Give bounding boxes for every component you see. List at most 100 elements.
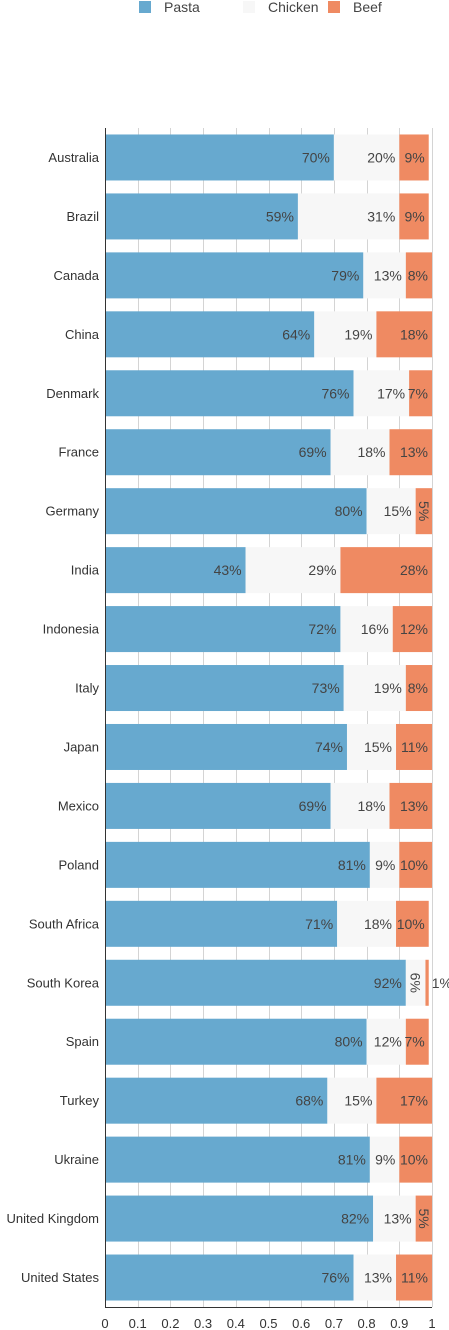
value-label: 11% <box>401 1270 428 1286</box>
bar-pasta-japan <box>105 724 347 770</box>
value-label: 5% <box>416 501 432 521</box>
bar-pasta-indonesia <box>105 606 340 652</box>
value-label: 17% <box>377 385 405 401</box>
value-label: 13% <box>384 1211 412 1227</box>
bar-pasta-poland <box>105 842 370 888</box>
category-label: Canada <box>53 268 99 283</box>
value-label: 13% <box>400 444 428 460</box>
value-label: 6% <box>408 973 424 993</box>
value-label: 28% <box>400 562 428 578</box>
bar-pasta-south-africa <box>105 901 337 947</box>
value-label: 10% <box>400 1152 428 1168</box>
bar-pasta-united-states <box>105 1255 354 1301</box>
bar-pasta-turkey <box>105 1078 327 1124</box>
value-label: 43% <box>214 562 242 578</box>
value-label: 81% <box>338 1152 366 1168</box>
value-label: 68% <box>295 1093 323 1109</box>
x-tick-label: 0.2 <box>161 1316 179 1330</box>
x-tick-label: 0.5 <box>259 1316 277 1330</box>
category-label: Ukraine <box>54 1152 99 1167</box>
value-label: 13% <box>374 267 402 283</box>
value-label: 12% <box>400 621 428 637</box>
bar-pasta-mexico <box>105 783 331 829</box>
category-label: Denmark <box>46 386 99 401</box>
gridlines <box>106 128 433 1307</box>
value-label: 70% <box>302 149 330 165</box>
category-label: France <box>59 445 99 460</box>
x-tick-label: 0.8 <box>358 1316 376 1330</box>
value-label: 9% <box>375 1152 395 1168</box>
bar-pasta-united-kingdom <box>105 1196 373 1242</box>
value-label: 10% <box>400 857 428 873</box>
bar-pasta-ukraine <box>105 1137 370 1183</box>
value-label: 9% <box>404 208 424 224</box>
bar-pasta-france <box>105 429 331 475</box>
category-label: South Korea <box>27 975 100 990</box>
category-label: Indonesia <box>43 622 100 637</box>
value-label: 76% <box>321 385 349 401</box>
value-label: 82% <box>341 1211 369 1227</box>
value-label: 59% <box>266 208 294 224</box>
value-label: 18% <box>364 916 392 932</box>
category-label: South Africa <box>29 916 100 931</box>
value-label: 69% <box>299 444 327 460</box>
bar-pasta-italy <box>105 665 344 711</box>
value-label: 17% <box>400 1093 428 1109</box>
value-label: 8% <box>408 680 428 696</box>
value-label: 80% <box>335 503 363 519</box>
value-label: 10% <box>397 916 425 932</box>
x-tick-label: 0 <box>101 1316 108 1330</box>
category-label: India <box>71 563 100 578</box>
value-label: 81% <box>338 857 366 873</box>
value-label: 76% <box>321 1270 349 1286</box>
axes <box>105 128 432 1308</box>
x-tick-label: 1 <box>428 1316 435 1330</box>
value-label: 18% <box>400 326 428 342</box>
value-label: 20% <box>367 149 395 165</box>
value-label: 19% <box>344 326 372 342</box>
category-labels: Australia Brazil Canada China Denmark France G… <box>7 150 100 1285</box>
bar-pasta-canada <box>105 252 363 298</box>
value-label: 5% <box>416 1208 432 1228</box>
category-label: Germany <box>46 504 100 519</box>
x-tick-label: 0.9 <box>390 1316 408 1330</box>
bar-beef-south-korea <box>425 960 428 1006</box>
value-label: 12% <box>374 1034 402 1050</box>
value-label: 18% <box>357 444 385 460</box>
category-label: Japan <box>64 739 99 754</box>
category-label: China <box>65 327 100 342</box>
value-label: 7% <box>404 1034 424 1050</box>
value-label: 72% <box>308 621 336 637</box>
x-tick-label: 0.7 <box>325 1316 343 1330</box>
value-label: 79% <box>331 267 359 283</box>
value-label: 9% <box>375 857 395 873</box>
value-label: 13% <box>364 1270 392 1286</box>
value-label: 9% <box>404 149 424 165</box>
bar-pasta-denmark <box>105 370 354 416</box>
value-label: 15% <box>384 503 412 519</box>
legend: Pasta Chicken Beef <box>139 0 382 15</box>
bar-pasta-australia <box>105 134 334 180</box>
value-label: 92% <box>374 975 402 991</box>
category-label: Spain <box>66 1034 99 1049</box>
category-label: Turkey <box>60 1093 100 1108</box>
legend-label-pasta: Pasta <box>164 0 200 15</box>
x-tick-labels: 0 0.1 0.2 0.3 0.4 0.5 0.6 0.7 0.8 0.9 1 <box>101 1316 435 1330</box>
category-label: Italy <box>75 681 99 696</box>
value-label: 13% <box>400 798 428 814</box>
value-label: 15% <box>364 739 392 755</box>
legend-label-chicken: Chicken <box>268 0 319 15</box>
value-label: 71% <box>305 916 333 932</box>
legend-swatch-beef <box>328 1 340 13</box>
bar-pasta-south-korea <box>105 960 406 1006</box>
x-tick-label: 0.6 <box>292 1316 310 1330</box>
value-label: 29% <box>308 562 336 578</box>
value-label: 69% <box>299 798 327 814</box>
value-label: 73% <box>312 680 340 696</box>
value-label: 1% <box>432 975 449 991</box>
category-label: Poland <box>59 857 99 872</box>
legend-swatch-pasta <box>139 1 151 13</box>
x-tick-label: 0.4 <box>227 1316 245 1330</box>
bar-pasta-germany <box>105 488 367 534</box>
